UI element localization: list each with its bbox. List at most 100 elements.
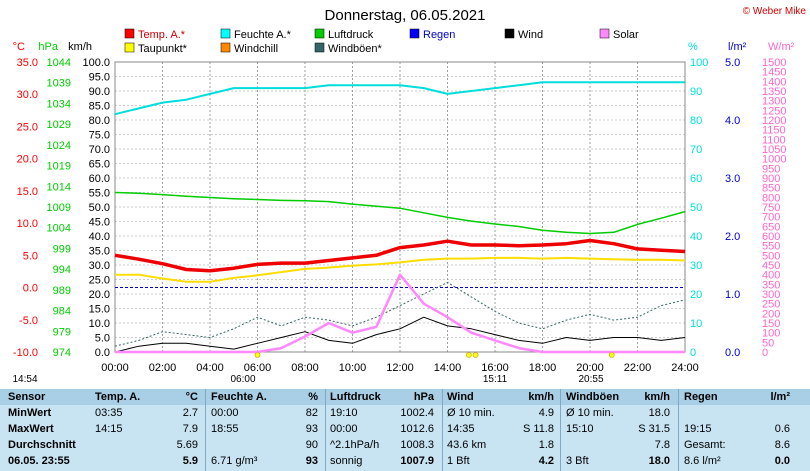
x-tick-label: 02:00: [149, 362, 177, 374]
stats-cell: °C: [185, 391, 198, 403]
stats-cell: MinWert: [8, 407, 52, 419]
axis-tick-rain: 5.0: [725, 57, 740, 69]
axis-unit-wind: km/h: [68, 41, 92, 53]
stats-cell: 1002.4: [400, 407, 434, 419]
axis-tick-wind: 20.0: [89, 289, 110, 301]
legend-label: Regen: [423, 29, 455, 41]
x-tick-label: 12:00: [386, 362, 414, 374]
legend-swatch: [314, 42, 325, 53]
axis-tick-press: 1034: [47, 98, 71, 110]
axis-unit-solar: W/m²: [768, 41, 795, 53]
axis-tick-solar: 1100: [762, 134, 786, 146]
axis-tick-rain: 0.0: [725, 347, 740, 359]
stats-cell: Regen: [684, 391, 718, 403]
axis-tick-solar: 400: [762, 270, 780, 282]
axis-tick-wind: 10.0: [89, 318, 110, 330]
sun-marks: 14:54 06:00 15:11 20:55: [12, 352, 615, 385]
axis-tick-rain: 3.0: [725, 173, 740, 185]
legend-swatch: [409, 28, 420, 39]
axes: °C 35.0 30.0 25.0 20.0 15.0 10.0 5.0 0.0 -5.0 -10.…: [13, 41, 795, 359]
axis-tick-press: 1014: [47, 181, 71, 193]
axis-tick-solar: 800: [762, 192, 780, 204]
legend-swatch: [599, 28, 610, 39]
stats-cell: 93: [305, 423, 318, 435]
series-line-wind: [114, 316, 686, 353]
axis-tick-temp: 35.0: [17, 57, 38, 69]
stats-table: Sensor Temp. A. °C Feuchte A.% Luftdruck hPa W…: [0, 389, 810, 471]
x-tick-label: 00:00: [101, 362, 129, 374]
stats-cell: 03:35: [95, 407, 123, 419]
axis-tick-hum: 100: [690, 57, 708, 69]
axis-tick-wind: 90.0: [89, 86, 110, 98]
legend-label: Feuchte A.*: [234, 29, 292, 41]
axis-tick-rain: 1.0: [725, 289, 740, 301]
stats-separator: [442, 389, 443, 471]
axis-tick-temp: 15.0: [17, 186, 38, 198]
sun-dot: [608, 352, 615, 358]
series-line-luftdruck: [114, 191, 686, 235]
stats-cell: 1012.6: [400, 423, 434, 435]
axis-tick-press: 1024: [47, 140, 71, 152]
axis-tick-solar: 1500: [762, 57, 786, 69]
axis-tick-press: 989: [53, 285, 71, 297]
stats-cell: 2.7: [182, 407, 198, 419]
series-line-solar: [115, 273, 685, 354]
stats-cell: 14:15: [95, 423, 123, 435]
axis-tick-solar: 750: [762, 202, 780, 214]
axis-tick-temp: 10.0: [17, 218, 38, 230]
legend: Temp. A.* Feuchte A.* Luftdruck Regen Wind So…: [124, 28, 639, 55]
stats-cell: S 31.5: [638, 423, 670, 435]
axis-tick-wind: 95.0: [89, 72, 110, 84]
axis-tick-press: 999: [53, 243, 71, 255]
stats-cell: 8.6 l/m²: [684, 455, 721, 467]
stats-cell: 5.9: [182, 455, 198, 467]
sun-dot: [466, 352, 472, 358]
axis-tick-wind: 100.0: [82, 57, 110, 69]
axis-tick-solar: 850: [762, 183, 780, 195]
sun-mark-sunset: 20:55: [578, 374, 603, 385]
stats-cell: 19:10: [330, 407, 358, 419]
x-tick-label: 14:00: [434, 362, 462, 374]
series-lines: [114, 81, 686, 354]
stats-separator: [325, 389, 326, 471]
stats-cell: l/m²: [770, 391, 790, 403]
stats-cell: Durchschnitt: [8, 439, 76, 451]
stats-cell: 1008.3: [400, 439, 434, 451]
stats-cell: 0.6: [774, 423, 790, 435]
stats-cell: 0.0: [774, 455, 790, 467]
weather-chart: Donnerstag, 06.05.2021 © Weber Mike Temp…: [12, 6, 807, 385]
axis-tick-solar: 1150: [762, 125, 786, 137]
axis-tick-hum: 60: [690, 173, 702, 185]
axis-tick-press: 974: [53, 347, 71, 359]
axis-tick-solar: 900: [762, 173, 780, 185]
axis-tick-temp: -5.0: [19, 315, 38, 327]
axis-tick-solar: 50: [762, 337, 774, 349]
x-tick-label: 06:00: [244, 362, 272, 374]
axis-tick-hum: 80: [690, 115, 702, 127]
axis-tick-solar: 200: [762, 308, 780, 320]
axis-tick-wind: 55.0: [89, 188, 110, 200]
stats-cell: 93: [305, 455, 318, 467]
axis-tick-hum: 40: [690, 231, 702, 243]
axis-tick-solar: 1450: [762, 67, 786, 79]
axis-tick-solar: 1350: [762, 86, 786, 98]
axis-tick-wind: 5.0: [95, 333, 110, 345]
axis-tick-hum: 50: [690, 202, 702, 214]
axis-tick-wind: 15.0: [89, 304, 110, 316]
axis-tick-hum: 20: [690, 289, 702, 301]
axis-tick-solar: 600: [762, 231, 780, 243]
stats-cell: hPa: [413, 391, 434, 403]
series-line-taupunkt: [115, 256, 686, 283]
legend-label: Solar: [613, 29, 639, 41]
axis-tick-wind: 80.0: [89, 115, 110, 127]
axis-tick-solar: 700: [762, 212, 780, 224]
stats-cell: 6.71 g/m³: [211, 455, 258, 467]
credit-label: © Weber Mike: [743, 6, 807, 17]
stats-cell: 19:15: [684, 423, 712, 435]
stats-cell: 15:10: [566, 423, 594, 435]
legend-swatch: [504, 28, 515, 39]
stats-cell: 06.05. 23:55: [8, 455, 70, 467]
stats-header-row: [0, 389, 810, 405]
x-tick-label: 24:00: [671, 362, 699, 374]
stats-cell: 00:00: [211, 407, 239, 419]
